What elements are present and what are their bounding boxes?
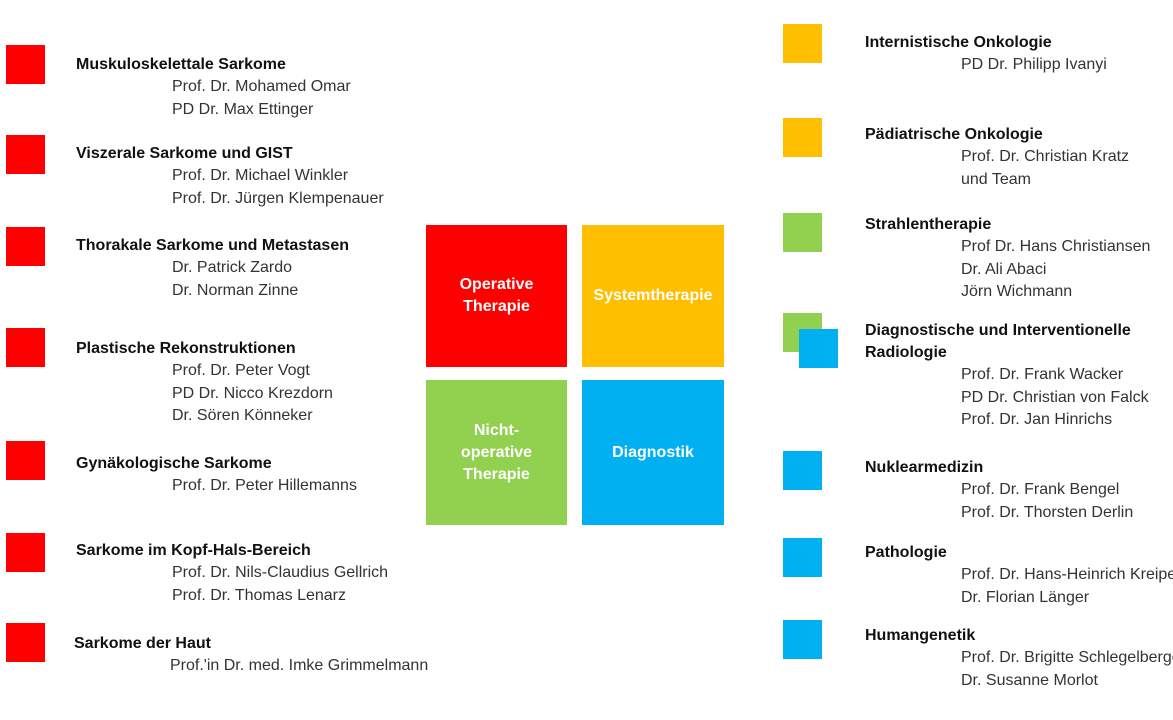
sq-right-6 (783, 620, 822, 659)
sq-left-0 (6, 45, 45, 84)
right-title-3b: Radiologie (865, 344, 947, 361)
block-label: Nicht- operative Therapie (460, 421, 533, 483)
left-title-4: Gynäkologische Sarkome (76, 455, 272, 472)
right-name: und Team (961, 170, 1031, 188)
sq-right-2 (783, 213, 822, 252)
right-name: Dr. Ali Abaci (961, 260, 1047, 278)
right-name: Prof Dr. Hans Christiansen (961, 238, 1151, 255)
right-names-6: Prof. Dr. Brigitte Schlegelberger Dr. Su… (961, 647, 1173, 692)
left-name: Dr. Patrick Zardo (172, 259, 293, 276)
left-name: Prof. Dr. Jürgen Klempenauer (172, 189, 384, 207)
left-names-5: Prof. Dr. Nils-Claudius Gellrich Prof. D… (172, 562, 388, 607)
sq-right-5 (783, 538, 822, 577)
left-name: PD Dr. Max Ettinger (172, 100, 314, 118)
sq-right-3-blue (799, 329, 838, 368)
sq-right-1 (783, 118, 822, 157)
right-names-2: Prof Dr. Hans Christiansen Dr. Ali Abaci… (961, 236, 1150, 304)
right-title-5: Pathologie (865, 544, 947, 561)
block-label: Operative Therapie (459, 276, 534, 315)
right-name: Prof. Dr. Frank Wacker (961, 366, 1124, 383)
left-names-0: Prof. Dr. Mohamed Omar PD Dr. Max Etting… (172, 76, 351, 121)
left-names-6: Prof.'in Dr. med. Imke Grimmelmann (170, 655, 428, 678)
block-diagnostik: Diagnostik (582, 380, 724, 525)
right-name: Prof. Dr. Christian Kratz (961, 148, 1130, 165)
right-names-4: Prof. Dr. Frank Bengel Prof. Dr. Thorste… (961, 479, 1133, 524)
right-name: PD Dr. Christian von Falck (961, 388, 1149, 406)
sq-left-5 (6, 533, 45, 572)
right-names-5: Prof. Dr. Hans-Heinrich Kreipe Dr. Flori… (961, 564, 1173, 609)
right-title-0: Internistische Onkologie (865, 34, 1052, 51)
sq-left-3 (6, 328, 45, 367)
block-label: Diagnostik (612, 443, 694, 461)
sq-right-4 (783, 451, 822, 490)
left-title-5: Sarkome im Kopf-Hals-Bereich (76, 542, 311, 559)
right-name: Prof. Dr. Brigitte Schlegelberger (961, 649, 1173, 666)
block-label: Systemtherapie (593, 287, 713, 304)
sq-left-4 (6, 441, 45, 480)
left-name: Prof. Dr. Thomas Lenarz (172, 586, 346, 604)
right-title-4: Nuklearmedizin (865, 459, 984, 476)
sq-left-1 (6, 135, 45, 174)
left-name: Prof.'in Dr. med. Imke Grimmelmann (170, 657, 429, 674)
right-name: Dr. Florian Länger (961, 588, 1090, 606)
left-name: Prof. Dr. Nils-Claudius Gellrich (172, 564, 389, 581)
left-name: PD Dr. Nicco Krezdorn (172, 384, 333, 402)
left-title-1: Viszerale Sarkome und GIST (76, 145, 293, 162)
right-name: PD Dr. Philipp Ivanyi (961, 56, 1107, 73)
left-title-3: Plastische Rekonstruktionen (76, 340, 296, 357)
left-title-0: Muskuloskelettale Sarkome (76, 56, 286, 73)
left-names-4: Prof. Dr. Peter Hillemanns (172, 475, 357, 498)
left-names-1: Prof. Dr. Michael Winkler Prof. Dr. Jürg… (172, 165, 384, 210)
right-name: Prof. Dr. Thorsten Derlin (961, 503, 1134, 521)
left-name: Dr. Sören Könneker (172, 407, 313, 424)
left-name: Prof. Dr. Peter Vogt (172, 362, 310, 379)
right-name: Prof. Dr. Hans-Heinrich Kreipe (961, 566, 1173, 583)
block-nichtoperative-therapie: Nicht- operative Therapie (426, 380, 567, 525)
left-name: Prof. Dr. Michael Winkler (172, 167, 349, 184)
left-title-6: Sarkome der Haut (74, 635, 211, 652)
right-name: Prof. Dr. Frank Bengel (961, 481, 1120, 498)
block-systemtherapie: Systemtherapie (582, 225, 724, 367)
block-operative-therapie: Operative Therapie (426, 225, 567, 367)
right-title-2: Strahlentherapie (865, 216, 992, 233)
right-name: Dr. Susanne Morlot (961, 671, 1098, 689)
left-name: Dr. Norman Zinne (172, 281, 299, 299)
left-title-2: Thorakale Sarkome und Metastasen (76, 237, 349, 254)
right-names-0: PD Dr. Philipp Ivanyi (961, 54, 1107, 77)
sq-left-2 (6, 227, 45, 266)
left-names-2: Dr. Patrick Zardo Dr. Norman Zinne (172, 257, 298, 302)
right-names-1: Prof. Dr. Christian Kratz und Team (961, 146, 1129, 191)
right-name: Jörn Wichmann (961, 283, 1073, 300)
right-title-3: Diagnostische und Interventionelle (865, 322, 1131, 339)
sq-left-6 (6, 623, 45, 662)
left-name: Prof. Dr. Peter Hillemanns (172, 477, 357, 494)
left-names-3: Prof. Dr. Peter Vogt PD Dr. Nicco Krezdo… (172, 360, 333, 428)
right-title-6: Humangenetik (865, 627, 976, 644)
right-name: Prof. Dr. Jan Hinrichs (961, 411, 1113, 428)
left-name: Prof. Dr. Mohamed Omar (172, 78, 351, 95)
right-title-1: Pädiatrische Onkologie (865, 126, 1043, 143)
sq-right-0 (783, 24, 822, 63)
right-names-3: Prof. Dr. Frank Wacker PD Dr. Christian … (961, 364, 1149, 432)
